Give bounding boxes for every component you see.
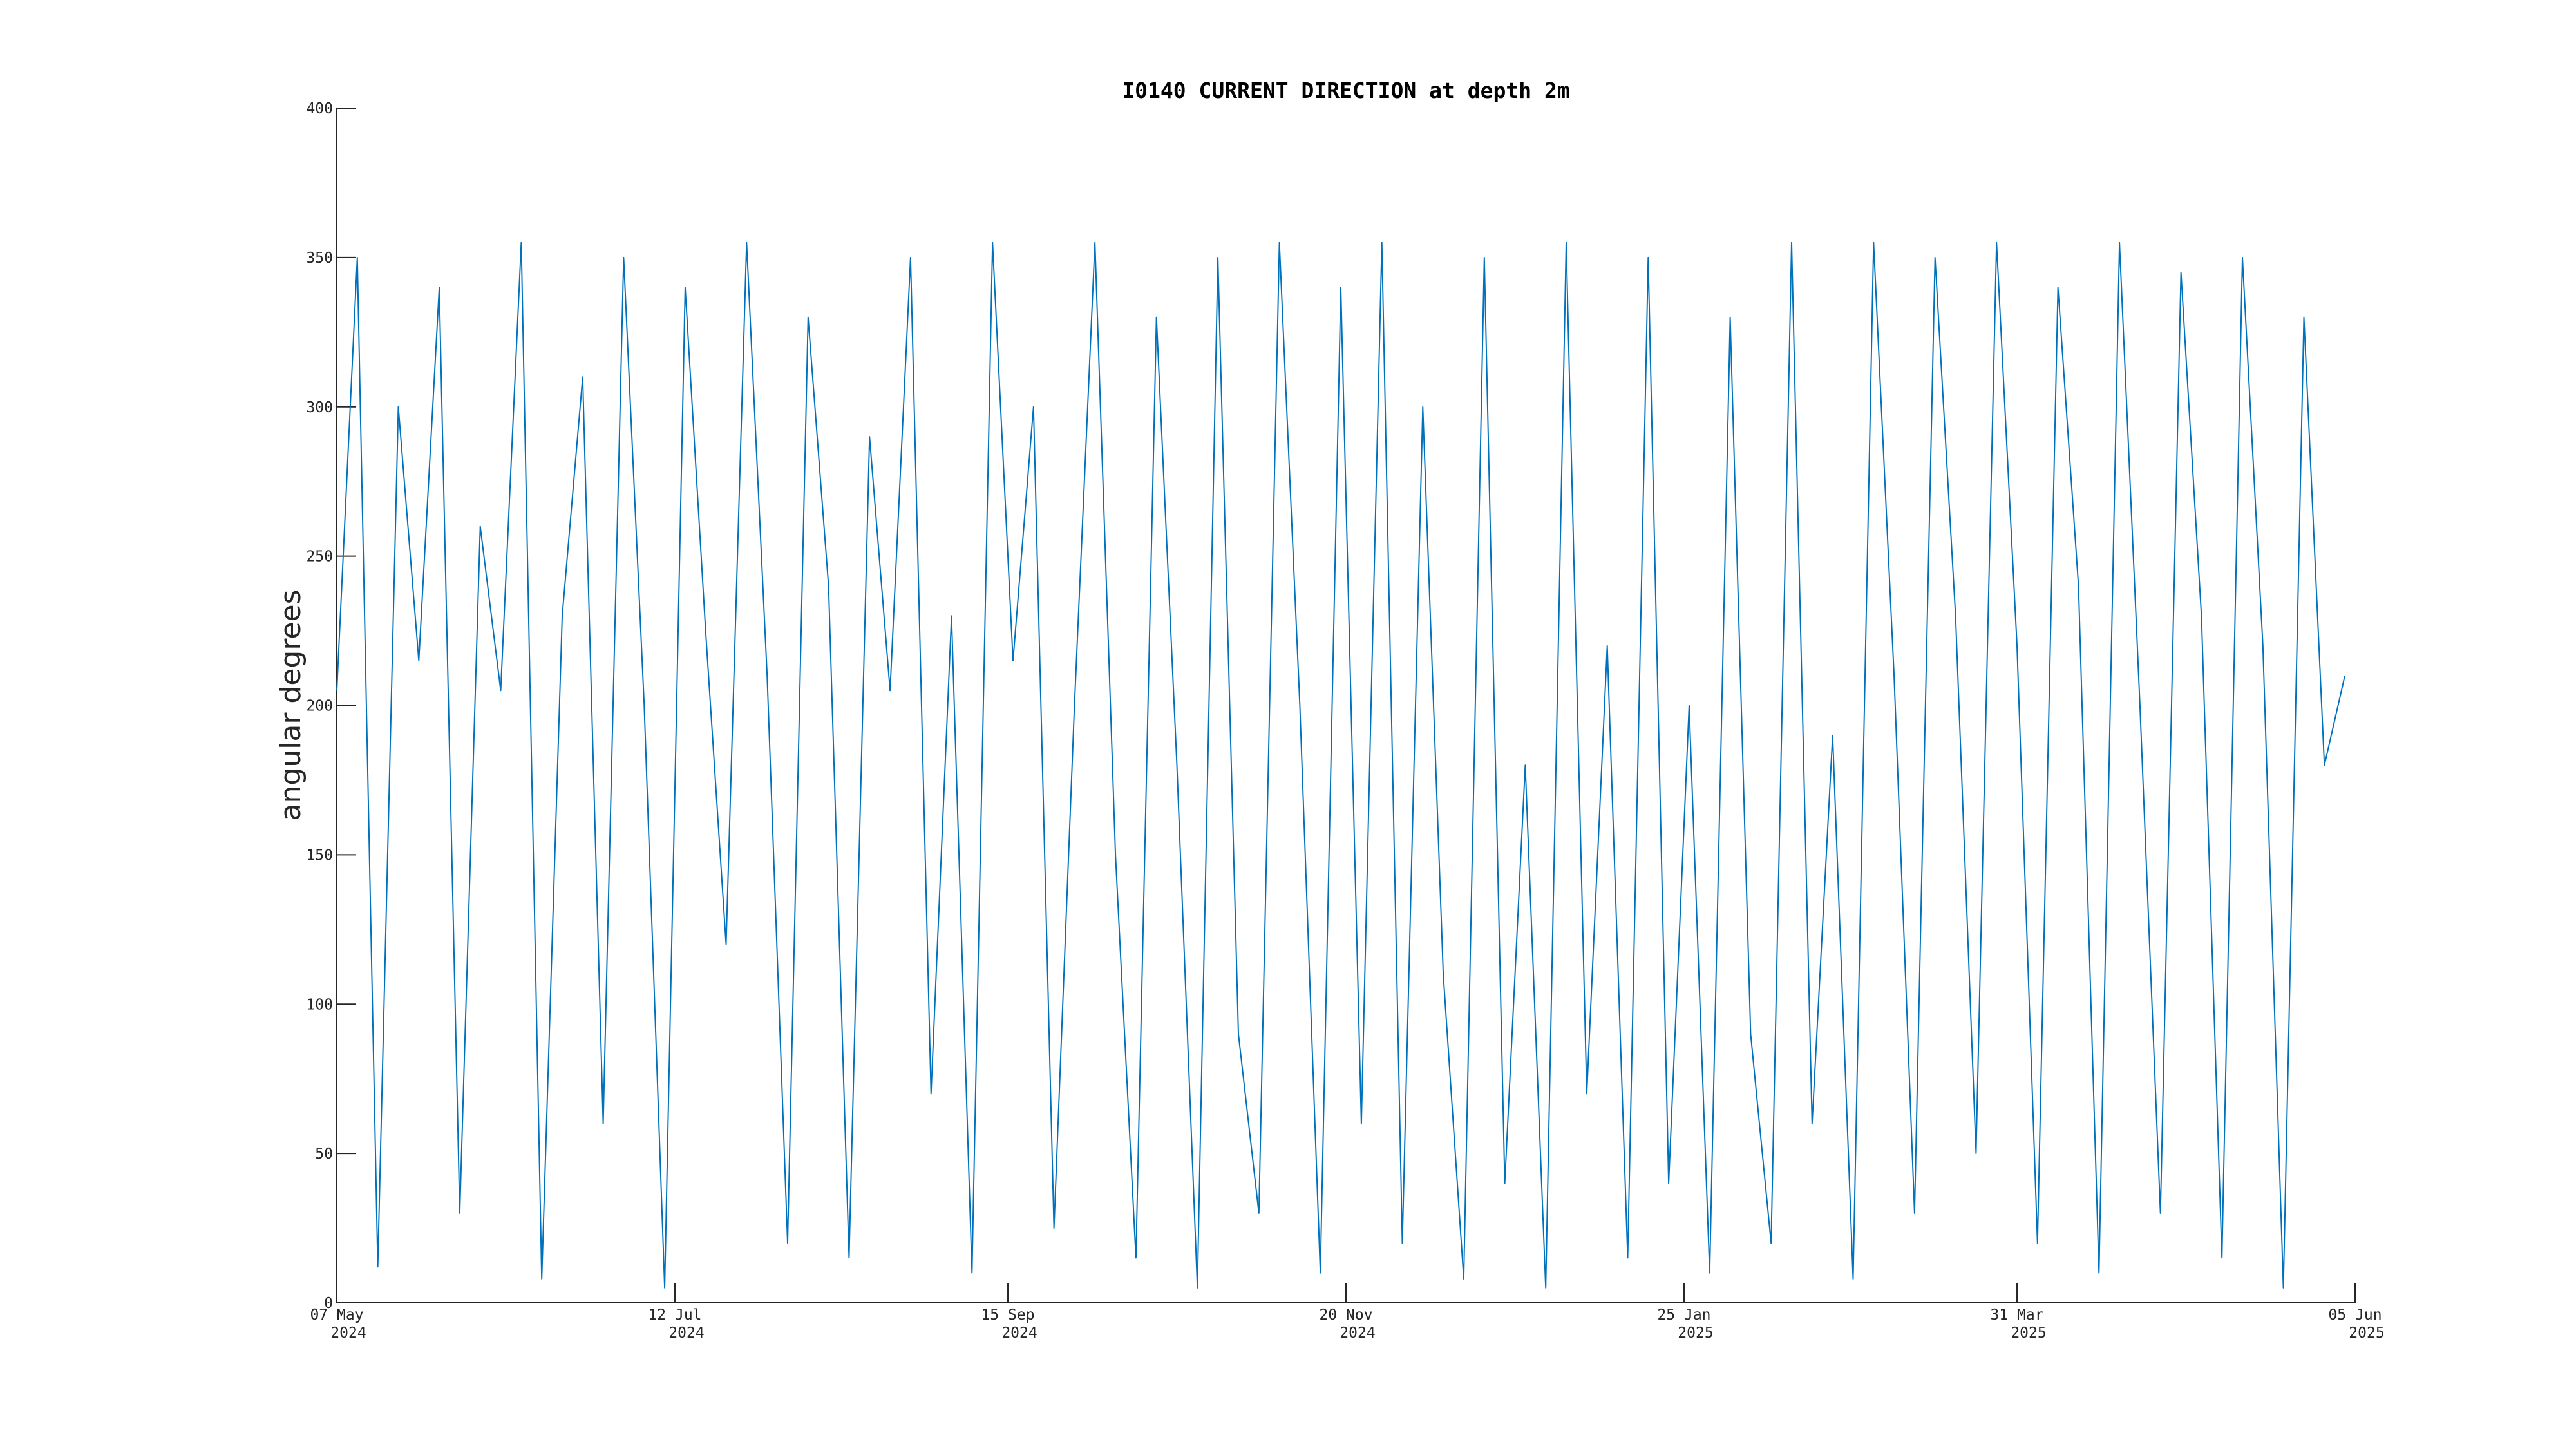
y-tick-label: 300 — [306, 399, 333, 416]
y-tick-label: 50 — [315, 1146, 333, 1162]
x-tick-label: 05 Jun — [2328, 1307, 2382, 1323]
y-tick-label: 400 — [306, 100, 333, 117]
y-tick-label: 0 — [324, 1295, 333, 1312]
x-tick-label: 15 Sep — [981, 1307, 1034, 1323]
x-tick-label: 20 Nov — [1319, 1307, 1372, 1323]
x-tick-label: 07 May — [310, 1307, 363, 1323]
x-tick-label: 31 Mar — [1990, 1307, 2043, 1323]
x-tick-label: 2025 — [1678, 1325, 1713, 1341]
x-tick-label: 12 Jul — [648, 1307, 701, 1323]
x-tick-label: 2025 — [2349, 1325, 2384, 1341]
y-tick-label: 350 — [306, 250, 333, 267]
y-tick-label: 150 — [306, 847, 333, 864]
y-tick-label: 200 — [306, 698, 333, 715]
y-axis-label: angular degrees — [274, 589, 307, 820]
chart-title: I0140 CURRENT DIRECTION at depth 2m — [1122, 78, 1569, 103]
x-tick-label: 2025 — [2011, 1325, 2046, 1341]
x-tick-label: 25 Jan — [1657, 1307, 1710, 1323]
x-tick-label: 2024 — [668, 1325, 704, 1341]
x-tick-label: 2024 — [1001, 1325, 1037, 1341]
y-tick-label: 250 — [306, 549, 333, 565]
x-tick-label: 2024 — [330, 1325, 366, 1341]
y-tick-label: 100 — [306, 996, 333, 1013]
x-tick-label: 2024 — [1340, 1325, 1375, 1341]
data-line — [336, 242, 2346, 1289]
